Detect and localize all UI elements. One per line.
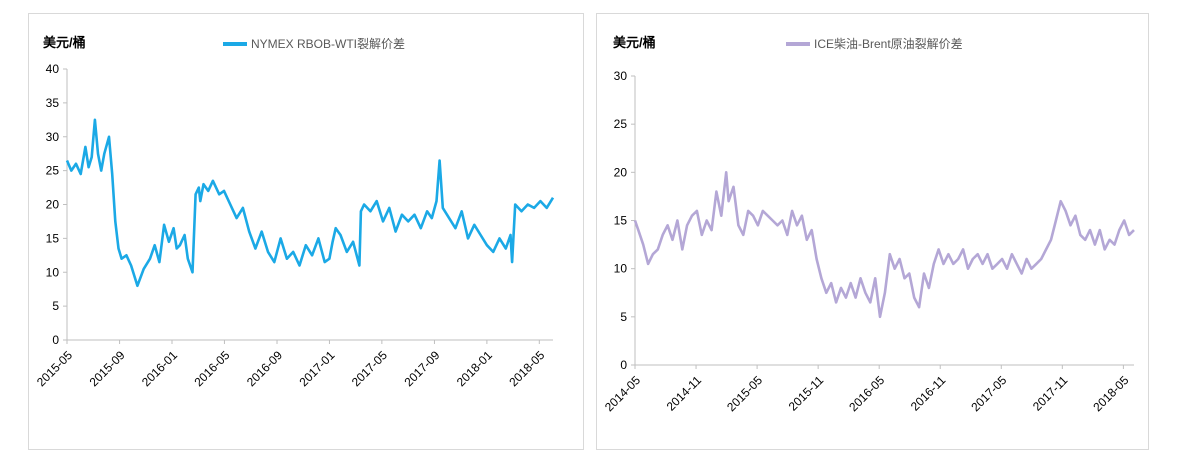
x-tick-label: 2016-01 [139,348,180,389]
y-tick-label: 15 [614,214,628,228]
y-tick-label: 15 [46,231,60,245]
y-tick-label: 35 [46,96,60,110]
series-line [633,171,1135,319]
x-tick-label: 2014-05 [602,373,643,414]
y-tick-label: 0 [620,358,627,372]
y-tick-label: 5 [620,310,627,324]
chart-panel-diesel-crack: 美元/桶 ICE柴油-Brent原油裂解价差 0 5 10 15 20 25 30 2014-05… [596,13,1149,450]
legend-label: ICE柴油-Brent原油裂解价差 [814,37,963,51]
x-tick-label: 2015-11 [786,373,827,414]
x-tick-label: 2017-01 [296,348,337,389]
y-tick-label: 40 [46,62,60,76]
gasoline-crack-chart: 美元/桶 NYMEX RBOB-WTI裂解价差 0 5 10 15 20 25 30 35 40 20… [34,35,555,389]
x-tick-label: 2015-05 [34,348,75,389]
y-tick-label: 20 [614,165,628,179]
y-tick-label: 5 [52,299,59,313]
y-tick-label: 30 [614,69,628,83]
y-tick-label: 30 [46,130,60,144]
y-tick-label: 25 [614,117,628,131]
x-tick-label: 2017-09 [401,348,442,389]
x-tick-label: 2014-11 [664,373,705,414]
x-tick-label: 2016-09 [244,348,285,389]
x-tick-label: 2018-05 [506,348,547,389]
x-tick-label: 2015-05 [724,373,765,414]
x-tick-label: 2017-05 [968,373,1009,414]
y-tick-label: 25 [46,164,60,178]
y-tick-label: 20 [46,198,60,212]
diesel-crack-chart: 美元/桶 ICE柴油-Brent原油裂解价差 0 5 10 15 20 25 30 2014-05… [602,35,1135,414]
x-tick-label: 2018-01 [454,348,495,389]
y-tick-label: 10 [614,262,628,276]
chart-panel-gasoline-crack: 美元/桶 NYMEX RBOB-WTI裂解价差 0 5 10 15 20 25 30 35 40 20… [28,13,584,450]
legend-label: NYMEX RBOB-WTI裂解价差 [251,37,405,51]
x-tick-label: 2016-05 [846,373,887,414]
x-tick-label: 2016-11 [908,373,949,414]
y-tick-label: 10 [46,265,60,279]
y-unit-label: 美元/桶 [613,35,656,50]
x-tick-label: 2017-05 [349,348,390,389]
y-tick-label: 0 [52,333,59,347]
x-tick-label: 2018-05 [1090,373,1131,414]
y-unit-label: 美元/桶 [43,35,86,50]
x-tick-label: 2016-05 [191,348,232,389]
series-line [65,118,555,288]
x-tick-label: 2015-09 [87,348,128,389]
x-tick-label: 2017-11 [1030,373,1071,414]
